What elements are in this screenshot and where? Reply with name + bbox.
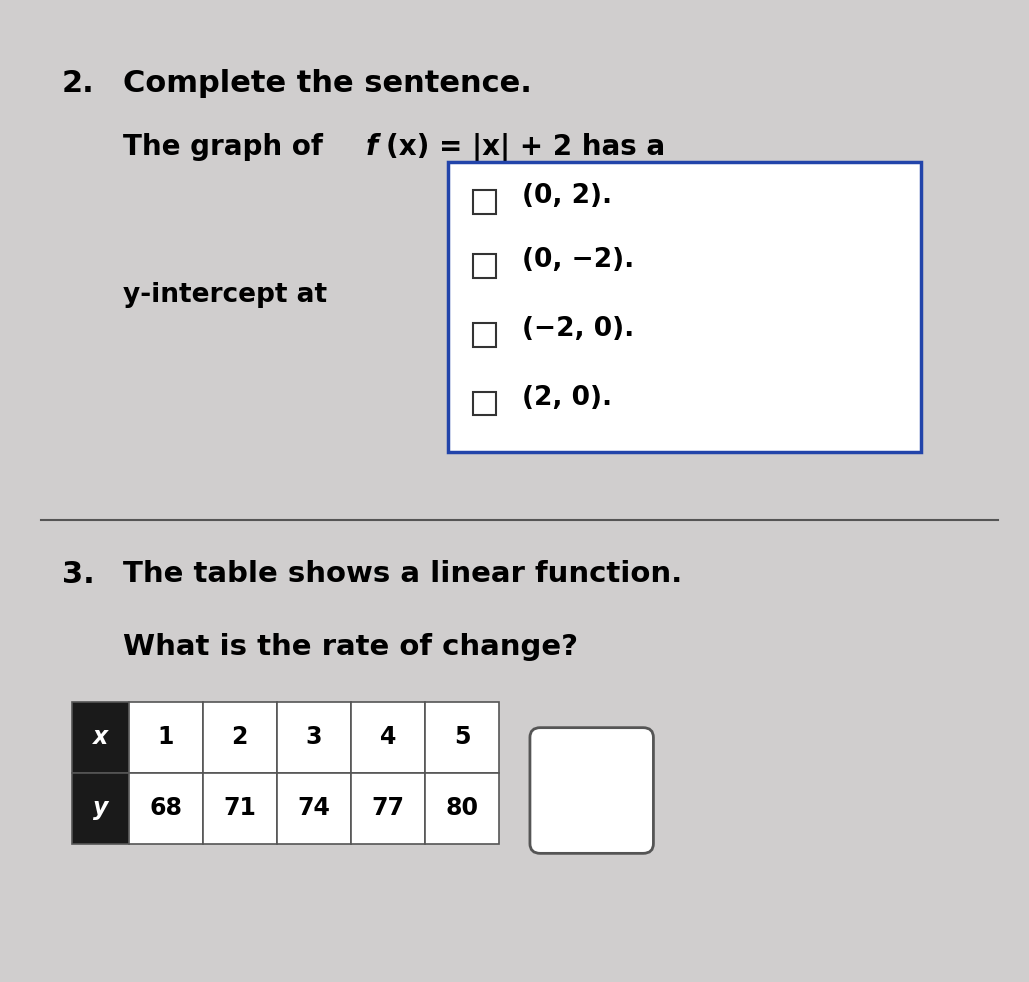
Text: 1: 1 xyxy=(157,726,174,749)
Text: The graph of: The graph of xyxy=(123,133,333,161)
Bar xyxy=(473,323,496,347)
Text: y-intercept at: y-intercept at xyxy=(123,282,327,307)
Text: y: y xyxy=(93,796,108,820)
Bar xyxy=(129,702,203,773)
Bar xyxy=(425,702,499,773)
Bar xyxy=(351,773,425,844)
Bar xyxy=(72,702,129,773)
Bar xyxy=(473,392,496,415)
Text: f: f xyxy=(365,133,378,161)
Bar xyxy=(277,702,351,773)
Bar xyxy=(72,773,129,844)
Text: 5: 5 xyxy=(454,726,470,749)
Text: 71: 71 xyxy=(223,796,256,820)
Bar xyxy=(473,254,496,278)
Text: 80: 80 xyxy=(446,796,478,820)
Text: x: x xyxy=(93,726,108,749)
FancyBboxPatch shape xyxy=(448,162,921,452)
Text: (x) = |x| + 2 has a: (x) = |x| + 2 has a xyxy=(386,133,665,162)
Text: 2.: 2. xyxy=(62,69,95,98)
Text: 2: 2 xyxy=(232,726,248,749)
Text: (0, −2).: (0, −2). xyxy=(522,247,634,273)
Text: 77: 77 xyxy=(371,796,404,820)
Text: 68: 68 xyxy=(149,796,182,820)
Text: 4: 4 xyxy=(380,726,396,749)
Bar xyxy=(203,773,277,844)
FancyBboxPatch shape xyxy=(530,728,653,853)
Bar xyxy=(129,773,203,844)
Bar xyxy=(473,191,496,214)
Bar xyxy=(425,773,499,844)
Text: (0, 2).: (0, 2). xyxy=(522,184,612,209)
Text: (−2, 0).: (−2, 0). xyxy=(522,316,634,342)
Text: What is the rate of change?: What is the rate of change? xyxy=(123,633,578,662)
Text: 74: 74 xyxy=(297,796,330,820)
Bar xyxy=(277,773,351,844)
Text: 3: 3 xyxy=(306,726,322,749)
Text: (2, 0).: (2, 0). xyxy=(522,385,612,410)
Text: Complete the sentence.: Complete the sentence. xyxy=(123,69,532,98)
Text: 3.: 3. xyxy=(62,560,95,589)
Bar xyxy=(351,702,425,773)
Bar xyxy=(203,702,277,773)
Text: The table shows a linear function.: The table shows a linear function. xyxy=(123,560,682,588)
